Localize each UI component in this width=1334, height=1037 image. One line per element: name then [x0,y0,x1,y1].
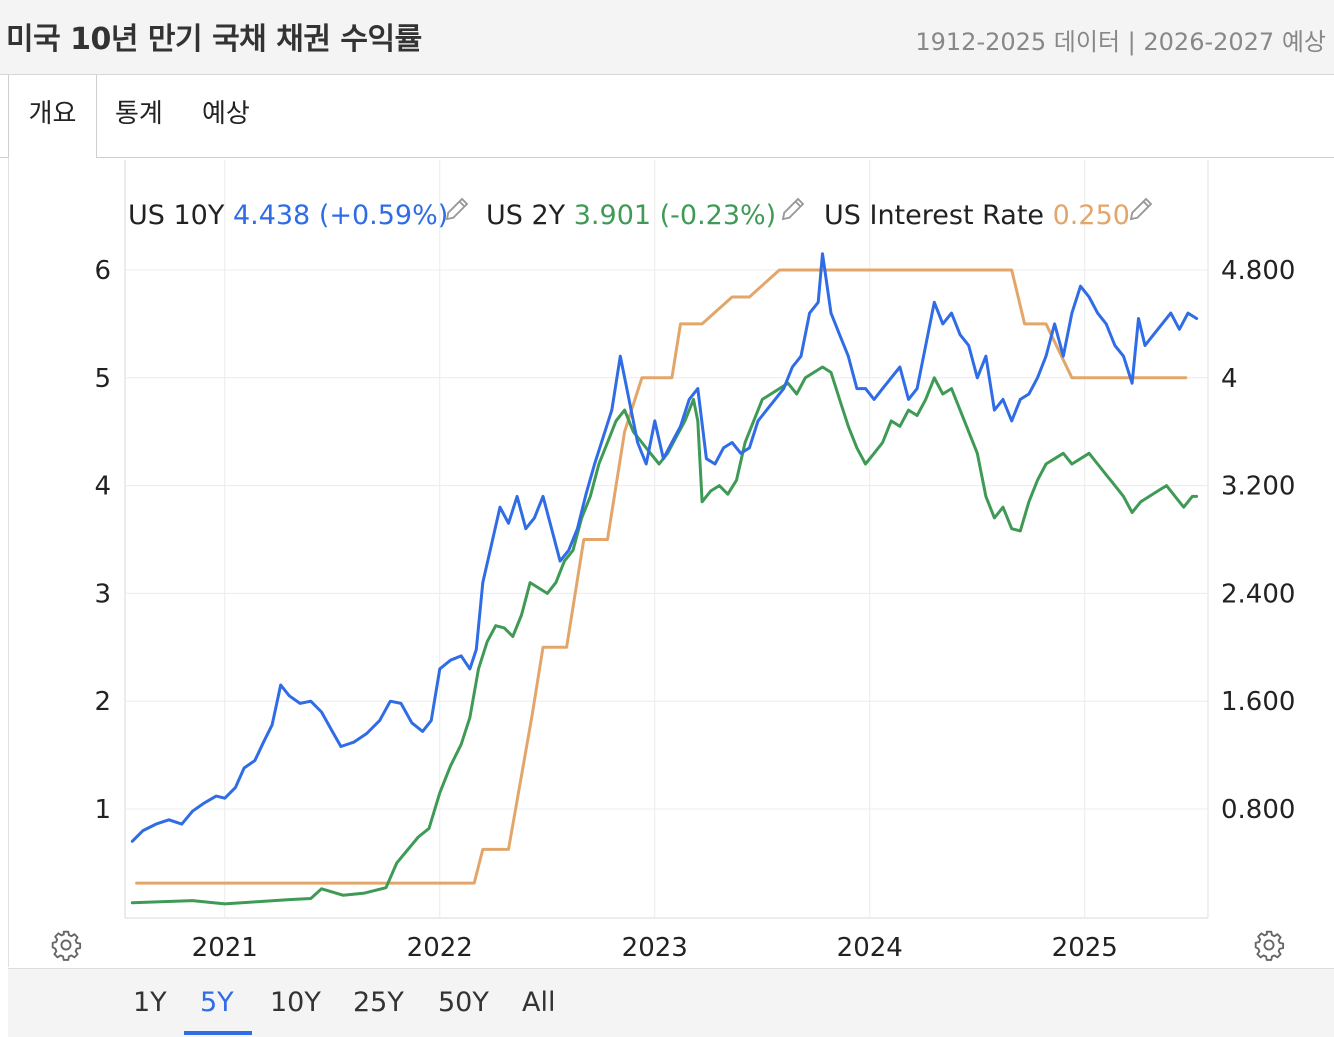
pencil-icon[interactable] [442,194,472,224]
x-tick-label: 2025 [1052,933,1118,963]
y-right-tick-label: 4 [1221,364,1238,394]
legend-item-us10y[interactable]: US 10Y 4.438 (+0.59%) [128,200,448,231]
legend-series-name: US 2Y [486,200,566,231]
range-selector: 1Y 5Y 10Y 25Y 50Y All [8,968,1334,1037]
pencil-icon[interactable] [778,194,808,224]
gear-icon[interactable] [50,929,82,961]
legend-item-us2y[interactable]: US 2Y 3.901 (-0.23%) [486,200,776,231]
tab-bar: 개요 통계 예상 [0,75,1334,158]
series-line-us-interest-rate [135,268,1188,885]
y-left-tick-label: 4 [94,472,111,502]
y-right-tick-label: 0.800 [1221,795,1295,825]
range-button-all[interactable]: All [522,987,556,1018]
tab-forecast[interactable]: 예상 [202,99,250,129]
legend-item-interest-rate[interactable]: US Interest Rate 0.250 [824,200,1130,231]
series-line-us-2y [130,365,1199,906]
legend-series-value: 0.250 [1052,200,1130,231]
y-left-tick-label: 2 [94,687,111,717]
range-button-10y[interactable]: 10Y [270,987,321,1018]
series-line-us-10y [130,252,1199,843]
y-left-tick-label: 3 [94,579,111,609]
page-subtitle: 1912-2025 데이터 | 2026-2027 예상 [915,28,1326,56]
y-right-tick-label: 1.600 [1221,687,1295,717]
legend-series-name: US Interest Rate [824,200,1045,231]
active-range-indicator [184,1031,252,1035]
y-left-tick-label: 5 [94,364,111,394]
x-tick-label: 2024 [837,933,903,963]
x-tick-label: 2023 [622,933,688,963]
tab-statistics[interactable]: 통계 [115,99,163,129]
gear-icon[interactable] [1253,929,1285,961]
x-tick-label: 2022 [407,933,473,963]
chart-axes: 2021 2022 2023 2024 2025 1 2 3 4 5 6 0.800 1.600 2.40… [94,256,1295,963]
chart-grid [124,160,1209,919]
y-right-tick-label: 4.800 [1221,256,1295,286]
chart-panel [8,157,1334,967]
legend-series-name: US 10Y [128,200,225,231]
pencil-icon[interactable] [1126,194,1156,224]
range-button-1y[interactable]: 1Y [133,987,167,1018]
range-button-50y[interactable]: 50Y [438,987,489,1018]
y-left-tick-label: 6 [94,256,111,286]
range-button-5y[interactable]: 5Y [200,987,234,1018]
tab-overview[interactable]: 개요 [8,75,97,158]
y-left-tick-label: 1 [94,795,111,825]
legend-series-value: 4.438 (+0.59%) [232,200,449,231]
page-header: 미국 10년 만기 국채 채권 수익률 1912-2025 데이터 | 2026… [0,0,1334,75]
range-button-25y[interactable]: 25Y [353,987,404,1018]
y-right-tick-label: 2.400 [1221,579,1295,609]
page-title: 미국 10년 만기 국채 채권 수익률 [6,22,422,57]
chart-series [130,252,1199,906]
y-right-tick-label: 3.200 [1221,472,1295,502]
x-tick-label: 2021 [192,933,258,963]
legend-series-value: 3.901 (-0.23%) [573,200,777,231]
